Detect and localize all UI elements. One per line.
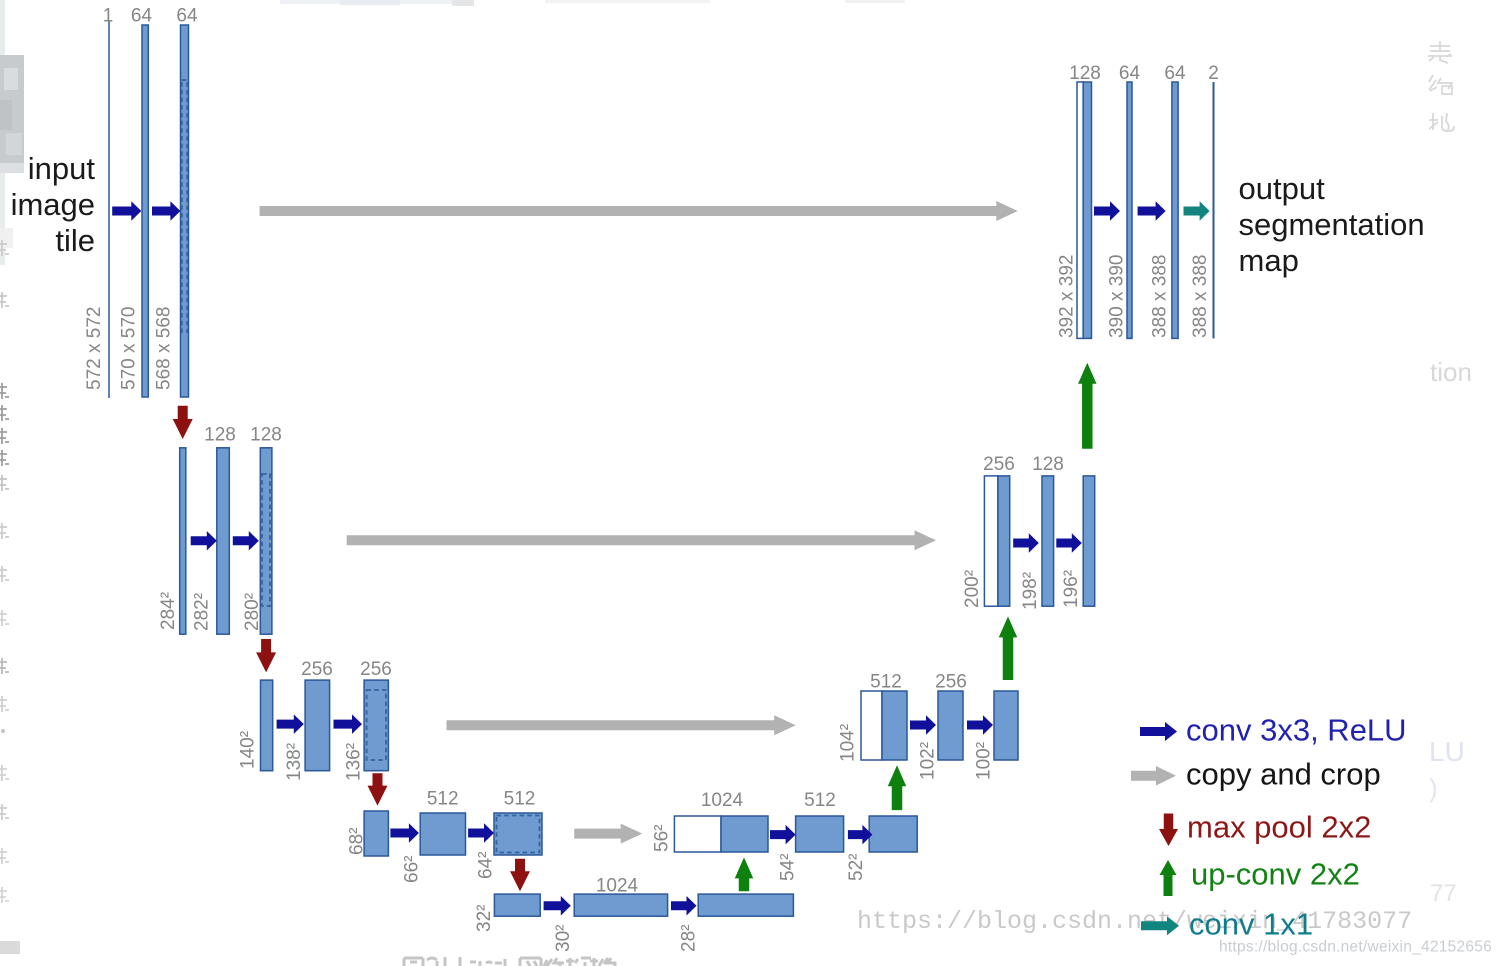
svg-text:570 x 570: 570 x 570	[119, 307, 140, 390]
svg-text:LU: LU	[1429, 736, 1465, 767]
svg-text:200²: 200²	[962, 570, 983, 608]
svg-text:128: 128	[1032, 454, 1064, 475]
svg-text:256: 256	[360, 659, 392, 680]
svg-text:52²: 52²	[846, 854, 867, 881]
svg-text:2: 2	[1208, 63, 1219, 84]
svg-text:tion: tion	[1430, 357, 1472, 387]
svg-text:136²: 136²	[343, 743, 364, 781]
svg-text:56²: 56²	[652, 825, 673, 852]
svg-text:128: 128	[1069, 63, 1101, 84]
svg-text:104²: 104²	[838, 724, 859, 762]
svg-text:copy and crop: copy and crop	[1186, 757, 1381, 792]
svg-text:572 x 572: 572 x 572	[84, 307, 105, 390]
svg-text:32²: 32²	[474, 905, 495, 932]
svg-text:198²: 198²	[1020, 572, 1041, 610]
svg-text:256: 256	[301, 659, 333, 680]
svg-text:128: 128	[204, 425, 236, 446]
svg-text:64²: 64²	[475, 852, 496, 879]
svg-text:68²: 68²	[347, 828, 368, 855]
svg-text:64: 64	[1119, 63, 1141, 84]
svg-text:284²: 284²	[158, 592, 179, 630]
svg-text:128: 128	[250, 425, 282, 446]
svg-text:102²: 102²	[918, 742, 939, 780]
svg-text:256: 256	[935, 672, 967, 693]
svg-text:64: 64	[1164, 63, 1186, 84]
svg-text:output: output	[1239, 171, 1326, 206]
svg-text:segmentation: segmentation	[1239, 207, 1425, 242]
svg-text:1024: 1024	[701, 790, 744, 811]
svg-text:388 x 388: 388 x 388	[1150, 255, 1171, 338]
svg-text:512: 512	[804, 790, 836, 811]
svg-text:138²: 138²	[284, 743, 305, 781]
svg-text:392 x 392: 392 x 392	[1057, 255, 1078, 338]
svg-text:28²: 28²	[679, 925, 700, 952]
svg-text:30²: 30²	[553, 925, 574, 952]
svg-text:280²: 280²	[242, 593, 263, 631]
svg-text:input: input	[28, 151, 96, 186]
svg-text:100²: 100²	[974, 742, 995, 780]
svg-text:256: 256	[983, 454, 1015, 475]
svg-text:map: map	[1239, 243, 1299, 278]
svg-text:54²: 54²	[778, 854, 799, 881]
svg-text:390 x 390: 390 x 390	[1107, 255, 1128, 338]
svg-text:image: image	[11, 187, 95, 222]
svg-text:up-conv 2x2: up-conv 2x2	[1191, 857, 1360, 892]
svg-text:https://blog.csdn.net/weixin_4: https://blog.csdn.net/weixin_41783077	[857, 907, 1412, 936]
svg-text:568 x 568: 568 x 568	[154, 307, 175, 390]
svg-text:64: 64	[176, 6, 198, 27]
svg-text:512: 512	[870, 672, 902, 693]
svg-text:512: 512	[427, 789, 459, 810]
svg-text:tile: tile	[55, 223, 95, 258]
svg-text:https://blog.csdn.net/weixin_4: https://blog.csdn.net/weixin_42152656	[1219, 939, 1492, 956]
svg-text:64: 64	[131, 6, 153, 27]
svg-text:conv 1x1: conv 1x1	[1189, 907, 1313, 942]
svg-text:196²: 196²	[1061, 570, 1082, 608]
svg-text:512: 512	[504, 789, 536, 810]
svg-text:282²: 282²	[191, 593, 212, 631]
svg-text:388 x 388: 388 x 388	[1190, 255, 1211, 338]
svg-text:): )	[1429, 773, 1438, 803]
svg-text:conv 3x3, ReLU: conv 3x3, ReLU	[1186, 713, 1407, 748]
svg-text:66²: 66²	[402, 856, 423, 883]
svg-text:77: 77	[1430, 880, 1457, 907]
svg-text:1024: 1024	[596, 876, 639, 897]
svg-text:max pool 2x2: max pool 2x2	[1187, 810, 1371, 845]
svg-text:1: 1	[103, 6, 114, 27]
svg-text:140²: 140²	[237, 731, 258, 769]
